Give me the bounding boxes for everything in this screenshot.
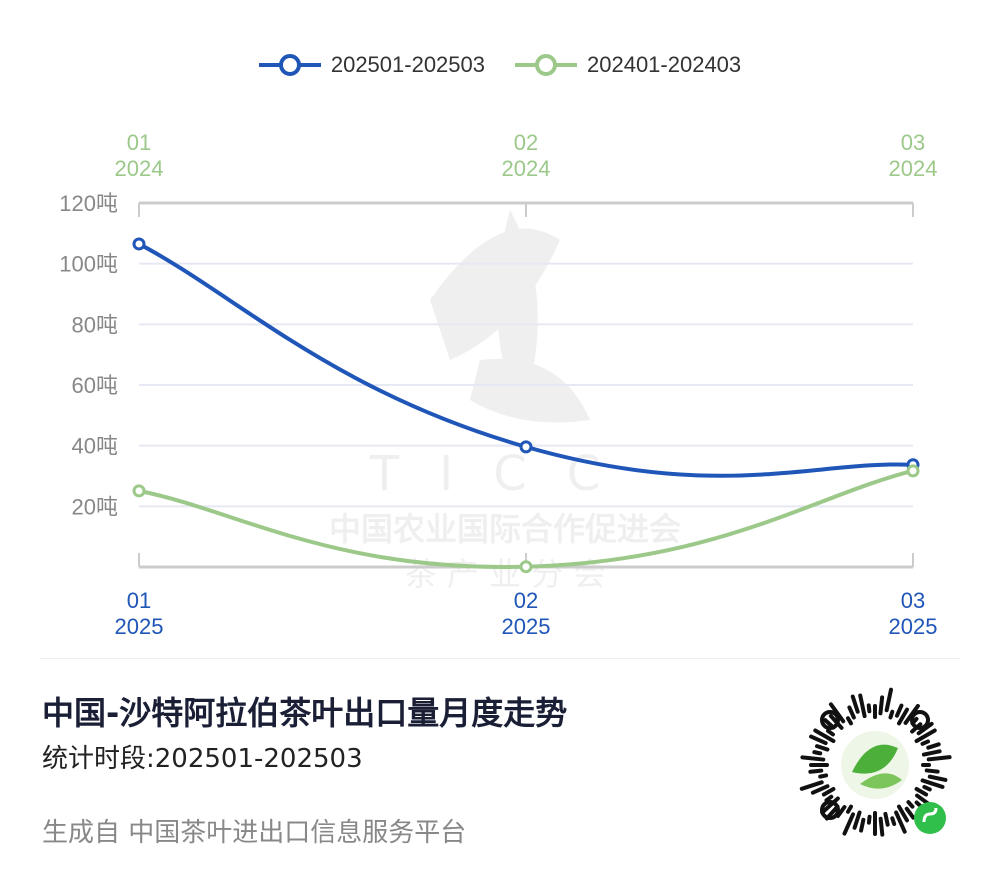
qr-module [846,804,853,814]
qr-module [883,811,890,827]
legend-label: 202401-202403 [587,52,742,77]
x-top-tick-label: 2024 [502,156,551,181]
x-top-tick-label: 2024 [115,156,164,181]
y-tick-label: 20吨 [72,494,118,519]
qr-module [926,742,941,750]
svg-text:TICC: TICC [369,446,641,502]
data-point [519,440,533,454]
qr-module [846,716,853,726]
divider [40,658,960,659]
qr-module [866,703,872,714]
legend-label: 202501-202503 [330,52,485,77]
chart-title: 中国-沙特阿拉伯茶叶出口量月度走势 [42,694,568,732]
qr-module [852,810,862,830]
x-bottom-tick-label: 02 [514,588,538,613]
qr-module [826,728,835,737]
x-bottom-tick-label: 2025 [502,614,551,639]
qr-module [818,773,829,779]
qr-module [810,784,830,795]
qr-module [878,695,885,716]
y-tick-label: 60吨 [72,373,118,398]
qr-module [799,780,824,791]
qr-module [820,796,840,815]
qr-module [809,734,828,746]
qr-module [813,728,836,743]
y-tick-label: 100吨 [59,252,118,277]
qr-module [814,744,830,752]
qr-module [878,816,885,837]
qr-module [850,694,860,714]
legend: 202501-202503 202401-202403 [0,52,1000,78]
qr-module [920,778,945,789]
qr-module [884,687,894,713]
qr-module [926,755,952,762]
qr-module [888,709,895,720]
qr-module [808,768,824,774]
qr-module [812,750,823,756]
legend-item-2024[interactable]: 202401-202403 [515,52,741,78]
x-bottom-tick-label: 2025 [889,614,938,639]
y-tick-label: 80吨 [72,312,118,337]
qr-module [897,707,909,726]
legend-marker-icon [258,54,321,76]
x-bottom-tick-label: 03 [901,588,925,613]
qr-module [914,728,937,743]
qr-module [922,784,932,792]
qr-module [904,806,916,820]
legend-marker-icon [515,54,577,76]
qr-module [866,814,872,825]
svg-text:茶 产 业 分 会: 茶 产 业 分 会 [405,555,606,593]
data-point [519,560,533,574]
qr-module [924,768,940,774]
legend-item-2025[interactable]: 202501-202503 [258,52,485,78]
x-top-tick-label: 03 [901,130,925,155]
source-text: 生成自 中国茶叶进出口信息服务平台 [42,818,467,848]
qr-module [920,739,930,746]
qr-module [835,805,847,818]
data-point [132,484,146,498]
qr-module [906,800,915,809]
x-top-tick-label: 2024 [889,156,938,181]
qr-module [859,817,866,833]
x-top-tick-label: 01 [127,130,151,155]
line-chart: TICC 中国农业国际合作促进会 茶 产 业 分 会 20吨 40吨 60吨 80吨 1… [59,130,938,639]
qr-module [842,812,856,836]
svg-text:中国农业国际合作促进会: 中国农业国际合作促进会 [329,510,681,548]
y-tick-label: 120吨 [59,191,118,216]
qr-module [927,774,948,782]
data-point [132,237,146,251]
qr-module [921,749,942,757]
chart-period: 统计时段:202501-202503 [42,744,363,774]
qr-module [824,794,834,803]
x-bottom-tick-label: 01 [127,588,151,613]
qr-module [828,702,846,724]
qr-module [897,804,909,823]
qr-module [894,810,907,834]
qr-module [858,693,867,719]
qr-module [800,755,826,762]
qr-module [894,703,904,718]
qr-module [914,787,929,797]
y-tick-label: 40吨 [72,434,118,459]
data-point [906,464,920,478]
x-top-tick-label: 02 [514,130,538,155]
watermark: TICC 中国农业国际合作促进会 茶 产 业 分 会 [329,210,681,593]
qr-code-icon[interactable] [790,680,960,850]
qr-module [890,816,897,826]
x-bottom-tick-label: 2025 [115,614,164,639]
qr-module [821,787,836,797]
qr-module [847,705,856,720]
